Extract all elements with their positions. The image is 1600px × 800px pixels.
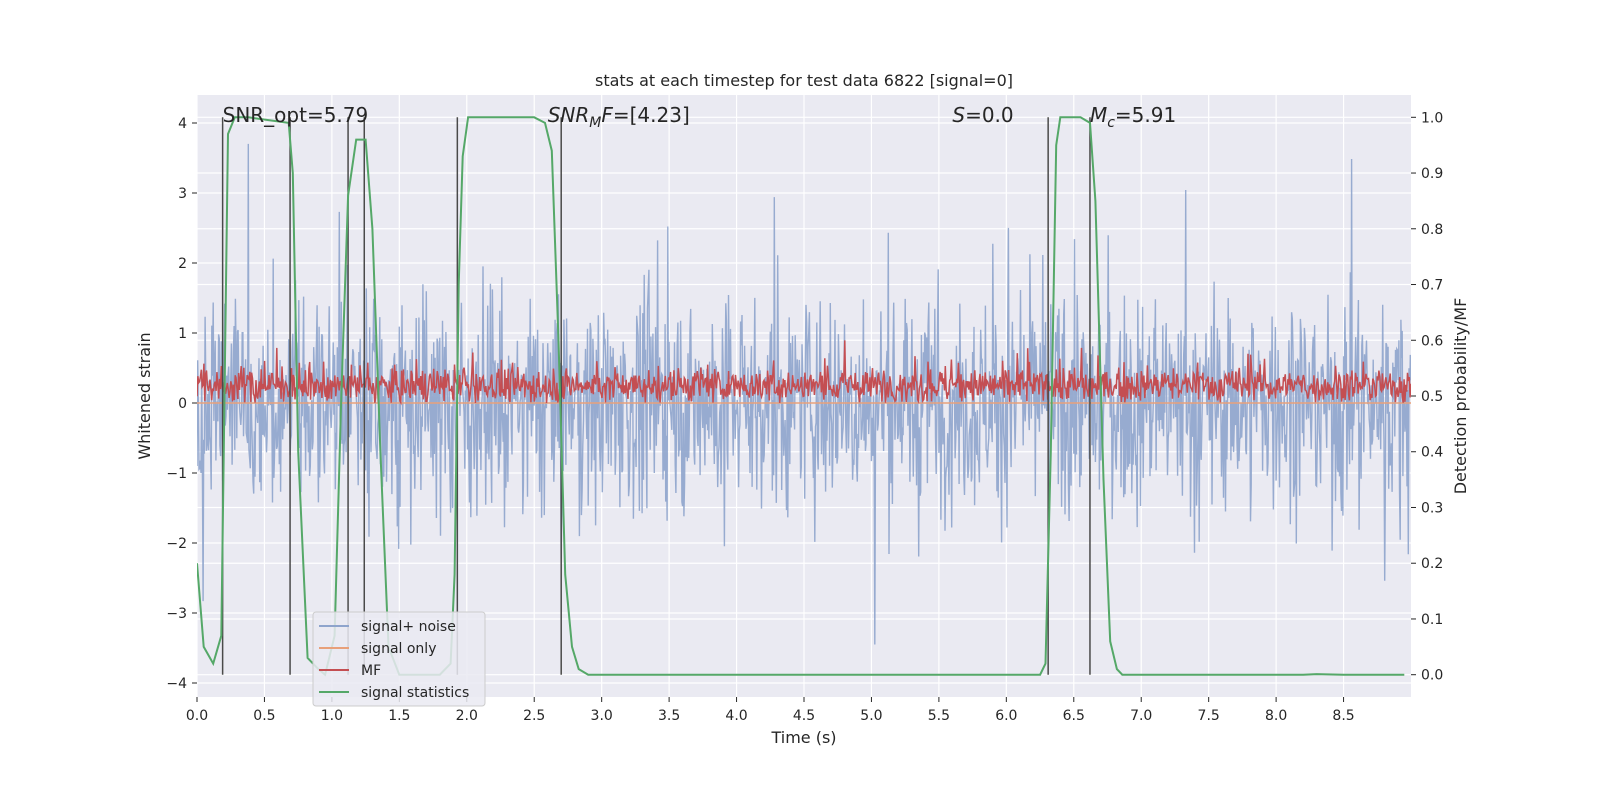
- y2-tick-label: 0.3: [1421, 500, 1443, 516]
- x-tick-label: 8.5: [1332, 708, 1354, 724]
- y-tick-label: 1: [178, 326, 187, 342]
- y2-tick-label: 0.1: [1421, 612, 1443, 628]
- x-tick-label: 6.0: [995, 708, 1017, 724]
- x-tick-label: 3.0: [591, 708, 613, 724]
- y-tick-label: −3: [166, 606, 187, 622]
- annotation-s-symbol: S: [952, 103, 965, 127]
- y-tick-label: −1: [166, 466, 187, 482]
- x-tick-label: 1.5: [388, 708, 410, 724]
- annotation-s-value: =0.0: [965, 103, 1014, 127]
- series-mf: [197, 340, 1411, 406]
- y-axis-label: Whitened strain: [135, 332, 154, 459]
- x-tick-label: 4.5: [793, 708, 815, 724]
- y-axis-ticks: 4 3 2 1 0 −1 −2 −3 −4: [166, 116, 197, 692]
- x-tick-label: 3.5: [658, 708, 680, 724]
- annotation-mc-subscript: c: [1107, 115, 1115, 131]
- chart-title: stats at each timestep for test data 682…: [595, 71, 1013, 90]
- y2-tick-label: 0.4: [1421, 445, 1443, 461]
- annotation-mc-value: =5.91: [1115, 103, 1176, 127]
- x-tick-label: 2.5: [523, 708, 545, 724]
- x-tick-label: 5.5: [928, 708, 950, 724]
- x-axis-label: Time (s): [770, 728, 836, 747]
- data-layer: [197, 116, 1411, 677]
- y-tick-label: 4: [178, 116, 187, 132]
- annotation-mc-symbol: M: [1090, 103, 1107, 127]
- annotation-mc: Mc=5.91: [1090, 103, 1176, 131]
- legend: signal+ noise signal only MF signal stat…: [312, 611, 486, 707]
- legend-box: [312, 611, 486, 707]
- y2-tick-label: 0.0: [1421, 668, 1443, 684]
- x-tick-label: 2.0: [456, 708, 478, 724]
- y2-tick-label: 0.8: [1421, 222, 1443, 238]
- x-tick-label: 4.0: [725, 708, 747, 724]
- y2-tick-label: 0.7: [1421, 278, 1443, 294]
- x-tick-label: 0.0: [186, 708, 208, 724]
- y2-tick-label: 1.0: [1421, 110, 1443, 126]
- legend-label-signal-only: signal only: [361, 641, 436, 657]
- annotation-snr-opt: SNR_opt=5.79: [223, 103, 369, 127]
- y2-tick-label: 0.2: [1421, 556, 1443, 572]
- legend-label-signal-noise: signal+ noise: [361, 619, 456, 635]
- y2-tick-label: 0.5: [1421, 389, 1443, 405]
- x-tick-label: 7.5: [1198, 708, 1220, 724]
- x-tick-label: 7.0: [1130, 708, 1152, 724]
- x-tick-label: 6.5: [1063, 708, 1085, 724]
- y2-tick-label: 0.6: [1421, 333, 1443, 349]
- y-tick-label: 0: [178, 396, 187, 412]
- y-tick-label: 3: [178, 186, 187, 202]
- y2-tick-label: 0.9: [1421, 166, 1443, 182]
- y-tick-label: 2: [178, 256, 187, 272]
- annotation-snr-mf-value: =[4.23]: [613, 103, 690, 127]
- annotation-snr-mf-symbol: SNR: [548, 103, 590, 127]
- x-tick-label: 0.5: [253, 708, 275, 724]
- annotation-snr-mf-symbol2: F: [601, 103, 613, 127]
- y-tick-label: −4: [166, 676, 187, 692]
- x-tick-label: 1.0: [321, 708, 343, 724]
- annotation-snr-mf-subscript: M: [589, 115, 601, 131]
- annotation-snr-mf: SNRMF=[4.23]: [548, 103, 690, 131]
- legend-label-mf: MF: [361, 663, 381, 679]
- legend-label-signal-statistics: signal statistics: [361, 685, 469, 701]
- series-signal-statistics: [197, 116, 1405, 677]
- y2-axis-label: Detection probability/MF: [1451, 298, 1470, 495]
- x-tick-label: 8.0: [1265, 708, 1287, 724]
- y-tick-label: −2: [166, 536, 187, 552]
- x-axis-ticks: 0.0 0.5 1.0 1.5 2.0 2.5 3.0 3.5 4.0 4.5 5.0 5.5 6.0 6…: [186, 697, 1355, 724]
- y2-axis-ticks: 1.0 0.9 0.8 0.7 0.6 0.5 0.4 0.3 0.2 0.1 0.0: [1411, 110, 1443, 684]
- x-tick-label: 5.0: [860, 708, 882, 724]
- annotation-s: S=0.0: [952, 103, 1013, 127]
